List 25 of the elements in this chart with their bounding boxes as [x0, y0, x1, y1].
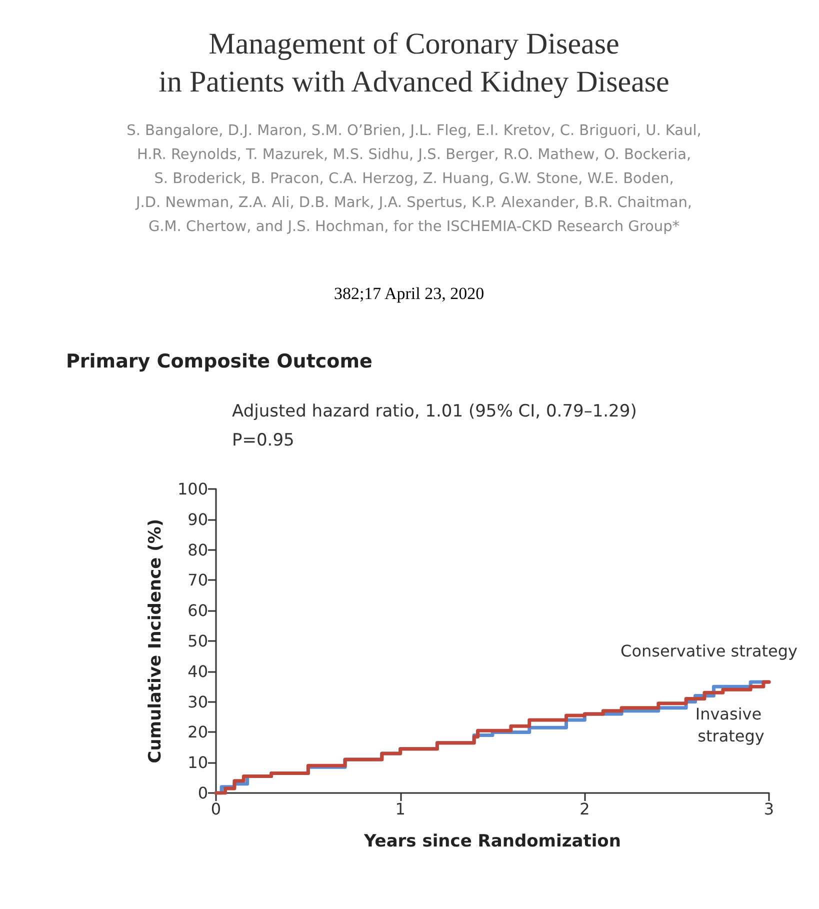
text: Adjusted hazard ratio, 1.01 (95% CI, 0.79–1.29) [232, 402, 637, 422]
x-tick-label: 2 [580, 800, 590, 818]
y-tick-label: 40 [188, 662, 208, 681]
y-axis-title: Cumulative Incidence (%) [146, 518, 166, 764]
series-label: Invasive strategy [695, 704, 767, 746]
y-tick-label: 100 [177, 480, 208, 498]
text: P=0.95 [232, 430, 294, 450]
text: Conservative strategy [620, 642, 798, 661]
y-tick-label: 50 [188, 632, 208, 650]
x-tick-label: 0 [210, 800, 222, 818]
y-tick-label: 60 [188, 601, 208, 620]
y-tick-label: 30 [188, 692, 208, 712]
y-tick-label: 70 [188, 570, 208, 590]
x-tick-label: 3 [764, 800, 774, 818]
x-tick-label: 1 [395, 800, 406, 818]
x-axis-title: Years since Randomization [363, 832, 621, 852]
y-tick-label: 10 [188, 753, 208, 772]
y-tick-label: 20 [188, 722, 208, 742]
y-tick-label: 90 [188, 510, 208, 529]
text: Primary Composite Outcome [66, 350, 372, 372]
y-tick-label: 0 [198, 784, 208, 802]
text: 382;17 April 23, 2020 [334, 284, 484, 303]
y-tick-label: 80 [188, 540, 208, 560]
chart-subtitle: S. Bangalore, D.J. Maron, S.M. O’Brien, J.L. Fleg, E.I. Kretov, C. Briguori, U. Kaul, H.R. Reynolds, T. Mazurek, M.S. Sidhu, J.S. Berger, R.O. Mathew, O. Bockeria, S. Broderick, B. Pracon, C.A. Herzog, Z. Huang, G.W. Stone, W.E. Boden, J.D. Newman, Z.A. Ali, D.B. Mark, J.A. Spertus, K.P. Alexander, B.R. Chaitman, G.M. Chertow, and J.S. Hochman, for the ISCHEMIA-CKD Research Group* [126, 123, 702, 235]
chart-title: Management of Coronary Disease in Patients with Advanced Kidney Disease [158, 28, 670, 98]
